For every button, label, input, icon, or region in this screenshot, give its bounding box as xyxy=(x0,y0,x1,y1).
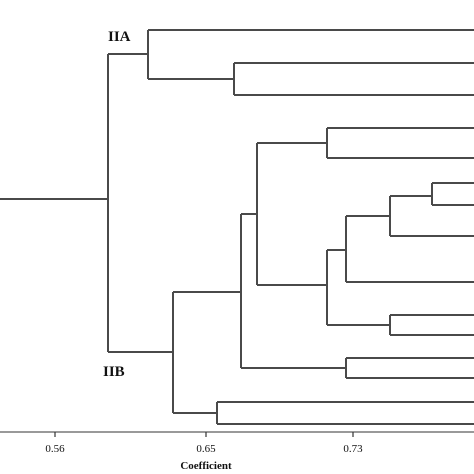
dendrogram-branches xyxy=(0,29,474,425)
x-tick-label-0.56: 0.56 xyxy=(45,443,65,455)
x-axis: 0.56 0.65 0.73 Coefficient xyxy=(0,431,474,472)
x-axis-title: Coefficient xyxy=(180,460,232,472)
cluster-label-iia: IIA xyxy=(108,29,131,45)
cluster-label-iib: IIB xyxy=(103,364,125,380)
x-tick-label-0.65: 0.65 xyxy=(196,443,216,455)
x-tick-label-0.73: 0.73 xyxy=(343,443,363,455)
